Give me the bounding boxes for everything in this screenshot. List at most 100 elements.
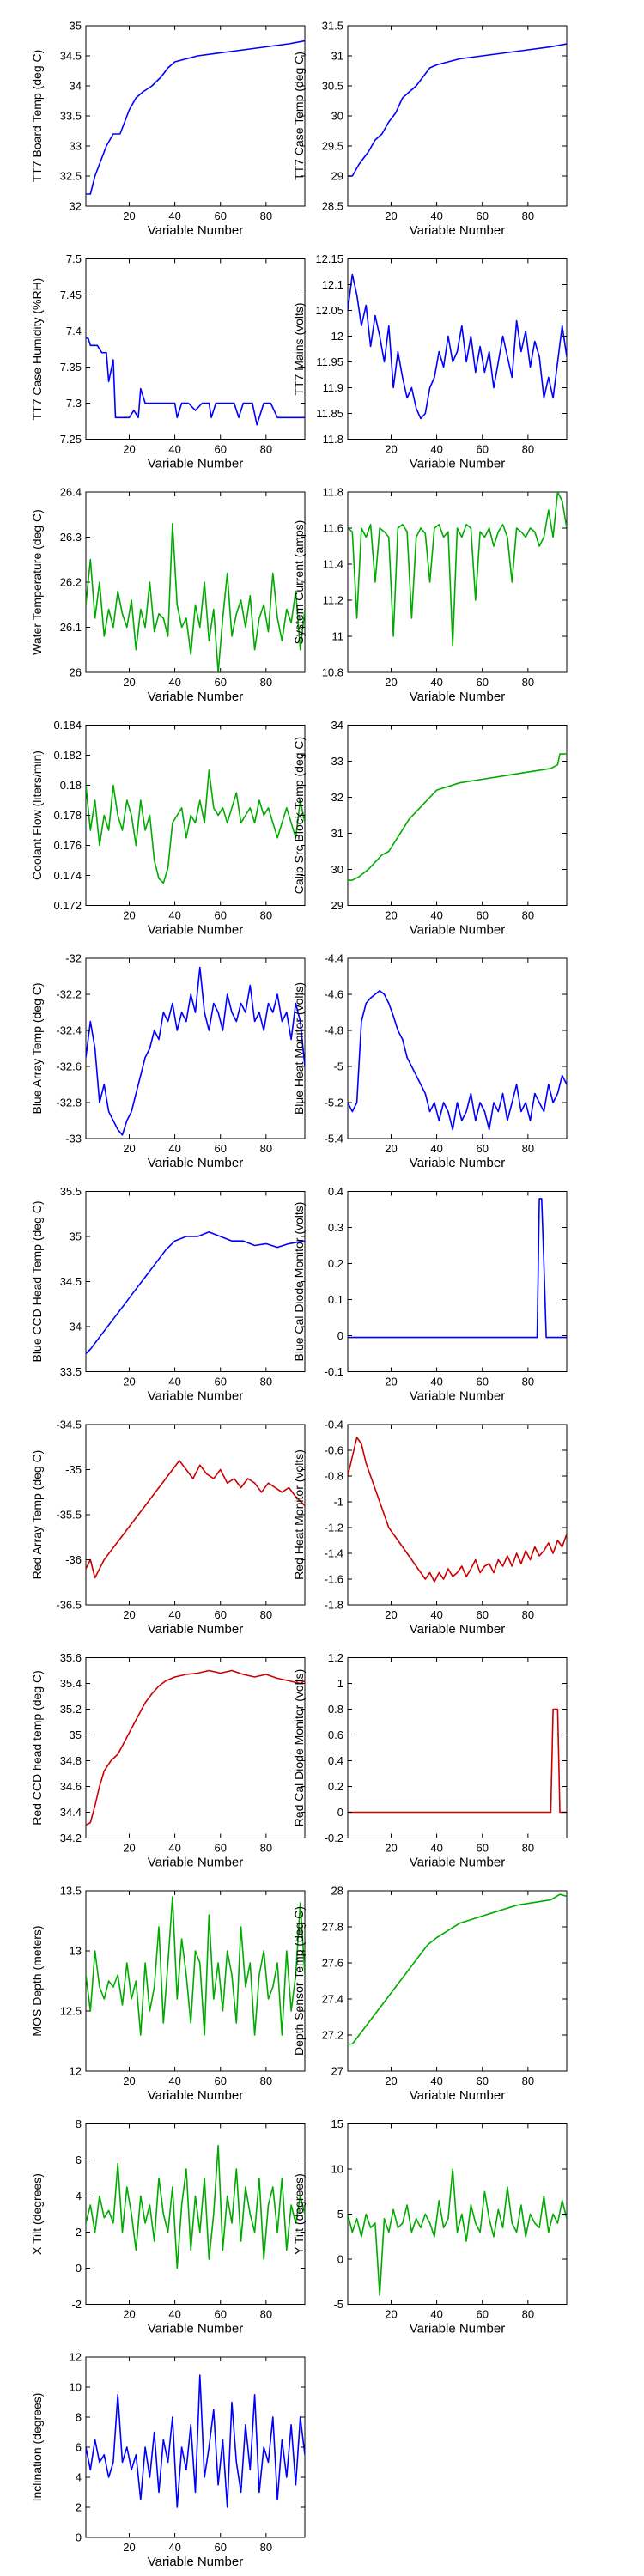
y-tick-label: 12.1 bbox=[322, 278, 343, 291]
y-axis-label: Depth Sensor Temp (deg C) bbox=[292, 1906, 306, 2056]
y-tick-label: 35.5 bbox=[60, 1185, 82, 1198]
x-tick-label: 40 bbox=[168, 210, 180, 222]
y-tick-label: 11.8 bbox=[323, 433, 343, 446]
plot-area bbox=[85, 258, 306, 440]
series-line bbox=[86, 2374, 305, 2508]
plot-area bbox=[85, 1191, 306, 1372]
x-tick-label: 40 bbox=[168, 1842, 180, 1855]
y-tick-label: 0.4 bbox=[328, 1754, 343, 1767]
series-line bbox=[348, 990, 567, 1131]
y-tick-label: 31 bbox=[331, 50, 343, 63]
y-tick-label: 0.3 bbox=[328, 1221, 343, 1234]
x-tick-label: 80 bbox=[522, 210, 534, 222]
y-tick-label: 11.95 bbox=[316, 355, 343, 368]
y-tick-label: 0.2 bbox=[328, 1780, 343, 1793]
y-tick-label: 33.5 bbox=[60, 110, 82, 123]
x-tick-label: 80 bbox=[260, 676, 272, 689]
y-tick-label: 0.184 bbox=[53, 719, 82, 732]
y-tick-label: 27.6 bbox=[322, 1957, 343, 1970]
x-tick-label: 60 bbox=[476, 1608, 488, 1621]
y-tick-label: 35.6 bbox=[60, 1651, 82, 1664]
x-tick-label: 80 bbox=[522, 1608, 534, 1621]
series-line bbox=[86, 1460, 305, 1579]
x-axis-label: Variable Number bbox=[148, 2322, 243, 2336]
x-tick-label: 20 bbox=[123, 2075, 135, 2087]
x-tick-label: 40 bbox=[168, 676, 180, 689]
y-tick-label: 1.2 bbox=[328, 1651, 343, 1664]
x-tick-label: 20 bbox=[123, 1842, 135, 1855]
y-tick-label: 13.5 bbox=[60, 1885, 82, 1898]
y-tick-label: 30 bbox=[331, 863, 343, 876]
plot-area bbox=[85, 957, 306, 1139]
y-tick-label: 12 bbox=[331, 330, 343, 343]
x-tick-label: 40 bbox=[168, 1608, 180, 1621]
x-tick-label: 20 bbox=[385, 909, 397, 922]
y-axis-label: Red Heat Monitor (volts) bbox=[292, 1449, 306, 1580]
x-tick-label: 80 bbox=[522, 909, 534, 922]
y-tick-label: 35 bbox=[70, 1230, 82, 1243]
chart-12: 20 40 60 80 -0.1 0 0.1 0.2 0.3 0.4 Variable Number… bbox=[292, 1185, 568, 1404]
x-tick-label: 60 bbox=[476, 210, 488, 222]
series-line bbox=[348, 1708, 567, 1814]
y-axis-label: TT7 Case Temp (deg C) bbox=[292, 52, 306, 180]
series-line bbox=[348, 1893, 567, 2045]
x-tick-label: 40 bbox=[168, 1142, 180, 1155]
x-tick-label: 40 bbox=[430, 443, 442, 456]
y-tick-label: 0.1 bbox=[328, 1293, 343, 1306]
y-tick-label: 11.4 bbox=[323, 558, 343, 571]
chart-21: 20 40 60 80 0 2 4 6 8 10 12 Variable Number Inclinat… bbox=[30, 2351, 306, 2569]
x-axis-label: Variable Number bbox=[410, 1622, 505, 1637]
y-tick-label: 11.8 bbox=[323, 486, 343, 499]
y-tick-label: 11.9 bbox=[323, 381, 343, 394]
x-tick-label: 40 bbox=[430, 1842, 442, 1855]
y-axis-label: Blue Cal Diode Monitor (volts) bbox=[292, 1202, 306, 1362]
x-tick-label: 20 bbox=[123, 676, 135, 689]
x-tick-label: 40 bbox=[430, 1608, 442, 1621]
series-line bbox=[348, 273, 567, 420]
plot-area bbox=[85, 491, 306, 673]
y-tick-label: 0.18 bbox=[60, 779, 82, 792]
y-tick-label: 34.4 bbox=[60, 1806, 82, 1819]
y-tick-label: -1 bbox=[333, 1496, 343, 1509]
x-axis-label: Variable Number bbox=[410, 690, 505, 704]
chart-19: 20 40 60 80 -2 0 2 4 6 8 Variable Number X Tilt (de… bbox=[30, 2117, 306, 2336]
chart-17: 20 40 60 80 12 12.5 13 13.5 Variable Number MOS D… bbox=[30, 1885, 306, 2103]
y-tick-label: 0.172 bbox=[53, 899, 82, 912]
x-tick-label: 60 bbox=[214, 909, 226, 922]
x-tick-label: 60 bbox=[214, 1842, 226, 1855]
x-tick-label: 80 bbox=[260, 1142, 272, 1155]
chart-18: 20 40 60 80 27 27.2 27.4 27.6 27.8 28 Variable Num… bbox=[292, 1885, 568, 2103]
y-axis-label: Blue CCD Head Temp (deg C) bbox=[30, 1200, 44, 1362]
y-tick-label: 1 bbox=[337, 1677, 343, 1690]
y-tick-label: 0 bbox=[76, 2262, 82, 2275]
x-tick-label: 60 bbox=[214, 1608, 226, 1621]
y-tick-label: -33 bbox=[65, 1133, 82, 1145]
y-axis-label: Inclination (degrees) bbox=[30, 2393, 44, 2502]
y-tick-label: -1.6 bbox=[325, 1573, 343, 1586]
x-tick-label: 80 bbox=[260, 1608, 272, 1621]
x-tick-label: 40 bbox=[168, 2075, 180, 2087]
x-tick-label: 20 bbox=[385, 676, 397, 689]
y-tick-label: -1.8 bbox=[325, 1599, 343, 1612]
y-tick-label: -5.4 bbox=[325, 1133, 343, 1145]
y-tick-label: 10 bbox=[331, 2163, 343, 2176]
y-tick-label: -32.8 bbox=[56, 1097, 82, 1109]
y-axis-label: TT7 Case Humidity (%RH) bbox=[30, 278, 44, 421]
x-axis-label: Variable Number bbox=[148, 1156, 243, 1170]
y-tick-label: 0.4 bbox=[328, 1185, 343, 1198]
x-tick-label: 80 bbox=[260, 1842, 272, 1855]
y-axis-label: Red CCD head temp (deg C) bbox=[30, 1670, 44, 1826]
x-tick-label: 20 bbox=[385, 1608, 397, 1621]
y-tick-label: 11.85 bbox=[316, 407, 343, 420]
y-axis-label: Red Cal Diode Monitor (volts) bbox=[292, 1669, 306, 1827]
x-tick-label: 20 bbox=[123, 2308, 135, 2321]
x-tick-label: 80 bbox=[260, 1376, 272, 1388]
y-tick-label: 34.5 bbox=[60, 1275, 82, 1288]
y-tick-label: 2 bbox=[76, 2501, 82, 2514]
y-tick-label: 27.4 bbox=[322, 1993, 343, 2006]
x-axis-label: Variable Number bbox=[148, 2555, 243, 2569]
x-tick-label: 80 bbox=[522, 1376, 534, 1388]
x-axis-label: Variable Number bbox=[148, 690, 243, 704]
chart-3: 20 40 60 80 7.25 7.3 7.35 7.4 7.45 7.5 Variable Nu… bbox=[30, 252, 306, 471]
y-axis-label: Blue Array Temp (deg C) bbox=[30, 982, 44, 1114]
